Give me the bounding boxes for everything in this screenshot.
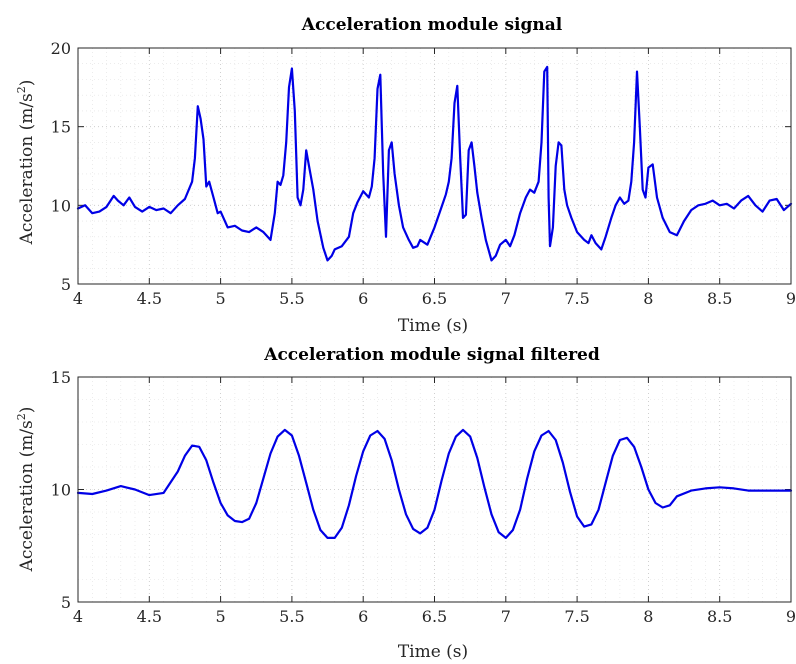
x-tick-label: 4.5 [137,607,162,626]
y-tick-label: 15 [51,368,71,387]
x-tick-label: 5 [216,607,226,626]
x-tick-label: 7.5 [564,607,589,626]
y-tick-labels: 5 10 15 [51,368,71,612]
y-tick-label: 15 [51,118,71,137]
axes-frame [77,376,792,603]
x-tick-labels: 4 4.5 5 5.5 6 6.5 7 7.5 8 8.5 9 [73,289,796,308]
y-axis-label: Acceleration (m/s2) [15,407,37,573]
x-tick-label: 7 [501,289,511,308]
x-tick-label: 8.5 [707,607,732,626]
y-axis-label: Acceleration (m/s2) [15,80,37,246]
x-tick-label: 6.5 [422,289,447,308]
x-tick-labels: 4 4.5 5 5.5 6 6.5 7 7.5 8 8.5 9 [73,607,796,626]
y-tick-label: 10 [51,196,71,215]
x-tick-label: 6.5 [422,607,447,626]
x-tick-label: 4.5 [137,289,162,308]
x-axis-label: Time (s) [398,316,468,336]
chart-title: Acceleration module signal filtered [263,345,600,365]
x-tick-label: 8 [643,607,653,626]
x-tick-label: 4 [73,607,83,626]
x-tick-label: 5.5 [279,607,304,626]
chart-title: Acceleration module signal [301,15,563,35]
axes-frame [77,47,792,285]
subplot-filtered-signal: Acceleration module signal filtered 4 4.5… [15,345,796,662]
x-tick-label: 6 [358,289,368,308]
subplot-raw-signal: Acceleration module signal 4 4.5 5 5.5 6 6.5 7… [15,15,796,336]
y-tick-label: 5 [61,593,71,612]
x-tick-label: 7.5 [564,289,589,308]
x-tick-label: 6 [358,607,368,626]
y-tick-label: 20 [51,39,71,58]
x-tick-label: 5.5 [279,289,304,308]
y-tick-label: 5 [61,275,71,294]
grid [77,47,792,285]
x-tick-label: 8 [643,289,653,308]
grid [77,376,792,603]
x-tick-label: 4 [73,289,83,308]
y-tick-labels: 5 10 15 20 [51,39,71,294]
x-tick-label: 9 [786,607,796,626]
x-tick-label: 9 [786,289,796,308]
series-line [76,428,793,539]
x-axis-label: Time (s) [398,642,468,662]
x-tick-label: 5 [216,289,226,308]
y-tick-label: 10 [51,481,71,500]
series-line [76,65,793,262]
x-tick-label: 7 [501,607,511,626]
x-tick-label: 8.5 [707,289,732,308]
